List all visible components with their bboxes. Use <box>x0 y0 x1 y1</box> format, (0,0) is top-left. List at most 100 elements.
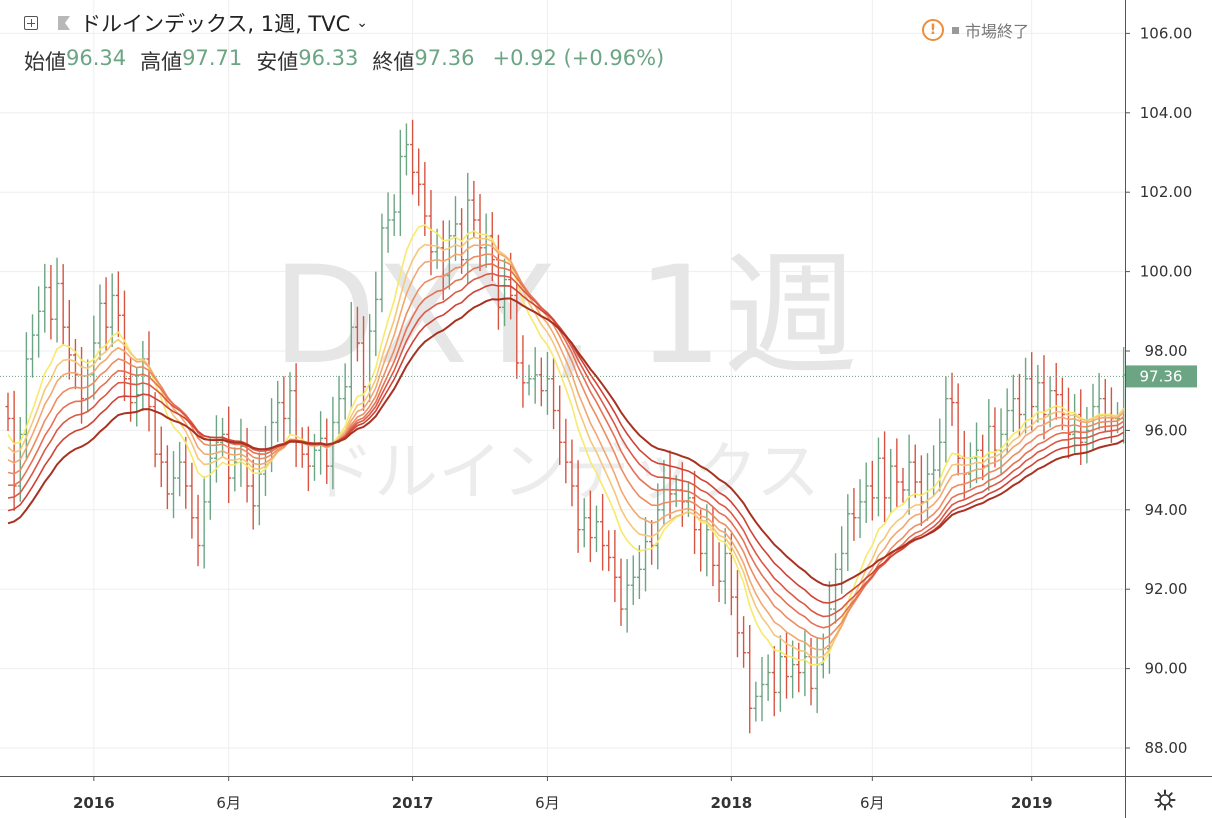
ohlc-bar[interactable] <box>250 459 256 530</box>
ohlc-bar[interactable] <box>72 339 78 390</box>
ohlc-bar[interactable] <box>66 299 72 380</box>
ohlc-bar[interactable] <box>1096 372 1102 430</box>
ohlc-bar[interactable] <box>526 364 532 396</box>
ohlc-bar[interactable] <box>900 467 906 503</box>
ohlc-bar[interactable] <box>5 392 11 431</box>
ohlc-bar[interactable] <box>471 180 477 238</box>
ohlc-bar[interactable] <box>636 545 642 600</box>
ohlc-bar[interactable] <box>342 363 348 420</box>
ohlc-bar[interactable] <box>312 433 317 481</box>
ohlc-bar[interactable] <box>91 315 97 400</box>
ohlc-bar[interactable] <box>655 483 661 570</box>
ohlc-bar[interactable] <box>998 408 1004 474</box>
ohlc-bar[interactable] <box>416 148 422 206</box>
ohlc-bar[interactable] <box>643 517 649 592</box>
ohlc-bar[interactable] <box>1004 388 1010 455</box>
ohlc-bar[interactable] <box>630 555 636 605</box>
ohlc-bar[interactable] <box>722 528 728 605</box>
ohlc-bar[interactable] <box>189 462 195 539</box>
ohlc-bar[interactable] <box>1072 394 1078 453</box>
ohlc-bar[interactable] <box>109 273 115 348</box>
ohlc-bar[interactable] <box>238 418 244 487</box>
ohlc-bar[interactable] <box>452 196 458 261</box>
ohlc-bar[interactable] <box>354 306 360 362</box>
ohlc-bar[interactable] <box>790 640 796 699</box>
ohlc-bar[interactable] <box>305 426 311 492</box>
ohlc-bar[interactable] <box>1084 407 1090 464</box>
ohlc-bar[interactable] <box>97 284 103 361</box>
ohlc-bar[interactable] <box>771 646 777 717</box>
ohlc-bar[interactable] <box>894 438 900 507</box>
ohlc-bar[interactable] <box>538 357 544 407</box>
ohlc-bar[interactable] <box>845 494 851 572</box>
ohlc-bar[interactable] <box>152 392 158 468</box>
ohlc-bar[interactable] <box>502 258 508 327</box>
ohlc-bar[interactable] <box>569 439 575 507</box>
ohlc-bar[interactable] <box>281 376 287 443</box>
ohlc-bar[interactable] <box>477 194 483 272</box>
ohlc-bar[interactable] <box>115 271 121 337</box>
ohlc-bar[interactable] <box>906 434 912 515</box>
ohlc-bar[interactable] <box>1010 374 1016 433</box>
ohlc-bar[interactable] <box>587 490 593 563</box>
flag-icon[interactable] <box>56 15 72 31</box>
ohlc-bar[interactable] <box>287 372 293 436</box>
ohlc-bar[interactable] <box>943 376 949 463</box>
ohlc-bar[interactable] <box>912 444 918 498</box>
ohlc-bar[interactable] <box>128 357 134 422</box>
expand-icon[interactable] <box>24 16 38 30</box>
ohlc-bar[interactable] <box>36 286 42 358</box>
ohlc-bar[interactable] <box>544 351 550 415</box>
ohlc-bar[interactable] <box>734 570 740 658</box>
ohlc-bar[interactable] <box>11 390 17 511</box>
ohlc-bar[interactable] <box>618 558 624 626</box>
ohlc-bar[interactable] <box>465 172 471 285</box>
ohlc-bar[interactable] <box>955 383 961 476</box>
ohlc-bar[interactable] <box>410 119 416 195</box>
ohlc-bar[interactable] <box>753 681 759 722</box>
ohlc-bar[interactable] <box>183 436 189 509</box>
ohlc-bar[interactable] <box>195 494 201 567</box>
ohlc-bar[interactable] <box>863 462 869 523</box>
ohlc-bar[interactable] <box>765 654 771 701</box>
ohlc-bar[interactable] <box>348 301 354 410</box>
ohlc-bar[interactable] <box>888 448 894 514</box>
ohlc-bar[interactable] <box>606 530 612 572</box>
ohlc-bar[interactable] <box>741 616 747 668</box>
ohlc-bar[interactable] <box>30 314 36 378</box>
ohlc-bar[interactable] <box>146 331 152 432</box>
ohlc-bar[interactable] <box>171 451 177 519</box>
ohlc-bar[interactable] <box>1016 373 1022 437</box>
ohlc-bar[interactable] <box>446 220 452 290</box>
ohlc-bar[interactable] <box>986 399 992 491</box>
symbol-title[interactable]: ドルインデックス, 1週, TVC <box>80 12 351 36</box>
ohlc-bar[interactable] <box>201 476 207 569</box>
gear-icon[interactable] <box>1153 788 1177 812</box>
ohlc-bar[interactable] <box>48 264 54 340</box>
ohlc-bar[interactable] <box>336 375 342 443</box>
ohlc-bar[interactable] <box>851 488 857 541</box>
ohlc-bar[interactable] <box>802 630 808 697</box>
ohlc-bar[interactable] <box>563 418 569 484</box>
ohlc-bar[interactable] <box>275 380 281 443</box>
ohlc-bar[interactable] <box>875 437 881 517</box>
market-status[interactable]: ! 市場終了 <box>921 18 1029 42</box>
ohlc-bar[interactable] <box>710 506 716 587</box>
ohlc-bar[interactable] <box>391 194 397 237</box>
ohlc-bar[interactable] <box>1053 362 1059 420</box>
ohlc-bar[interactable] <box>324 418 330 484</box>
ohlc-bar[interactable] <box>557 385 563 465</box>
ohlc-bar[interactable] <box>520 335 526 408</box>
ohlc-bar[interactable] <box>949 372 955 426</box>
ohlc-bar[interactable] <box>649 520 655 565</box>
ohlc-bar[interactable] <box>974 422 980 484</box>
ohlc-bar[interactable] <box>869 460 875 521</box>
ohlc-bar[interactable] <box>134 368 140 427</box>
ohlc-bar[interactable] <box>593 505 599 553</box>
ohlc-bar[interactable] <box>747 624 753 734</box>
ohlc-bar[interactable] <box>992 407 998 468</box>
ohlc-bar[interactable] <box>514 277 520 379</box>
ohlc-bar[interactable] <box>882 431 888 523</box>
ohlc-bar[interactable] <box>60 264 66 345</box>
ohlc-bar[interactable] <box>575 460 581 553</box>
